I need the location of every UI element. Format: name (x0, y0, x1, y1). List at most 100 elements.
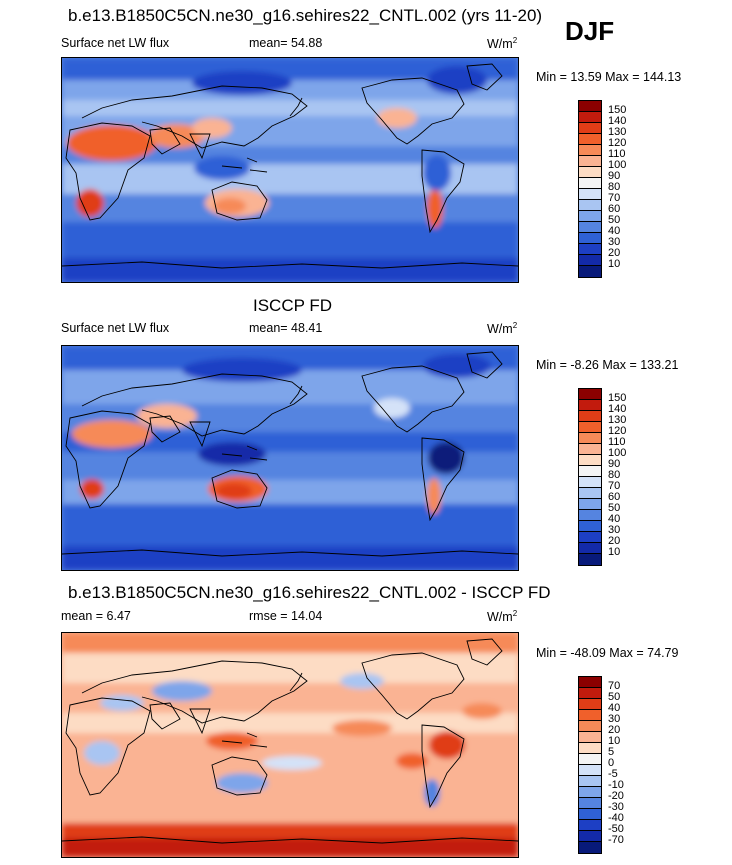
panel-1-colorbar (578, 100, 602, 278)
panel-2-cb-label: 80 (608, 469, 621, 481)
panel-1-cb-label: 10 (608, 258, 621, 270)
season-label: DJF (565, 16, 615, 46)
colorbar-swatch (579, 211, 601, 222)
panel-2-mean-label: mean= 48.41 (249, 321, 323, 335)
colorbar-swatch (579, 101, 601, 112)
colorbar-swatch (579, 554, 601, 565)
panel-3-cb-label: 10 (608, 735, 621, 747)
panel-2-map (61, 345, 519, 571)
colorbar-swatch (579, 400, 601, 411)
panel-1-cb-label: 30 (608, 236, 621, 248)
panel-2-cb-label: 60 (608, 491, 621, 503)
colorbar-swatch (579, 688, 601, 699)
panel-1-cb-label: 70 (608, 192, 621, 204)
panel-2-title: ISCCP FD (253, 296, 333, 315)
panel-3-colorbar (578, 676, 602, 854)
colorbar-swatch (579, 244, 601, 255)
colorbar-swatch (579, 422, 601, 433)
colorbar-swatch (579, 389, 601, 400)
colorbar-swatch (579, 178, 601, 189)
colorbar-swatch (579, 743, 601, 754)
colorbar-swatch (579, 444, 601, 455)
colorbar-swatch (579, 521, 601, 532)
colorbar-swatch (579, 787, 601, 798)
panel-1-cb-label: 100 (608, 159, 627, 171)
panel-3-map (61, 632, 519, 858)
panel-3-cb-label: 0 (608, 757, 615, 769)
panel-3-cb-label: -20 (608, 790, 624, 802)
colorbar-swatch (579, 112, 601, 123)
colorbar-swatch (579, 189, 601, 200)
colorbar-swatch (579, 466, 601, 477)
panel-3-mean-label: mean = 6.47 (61, 609, 131, 623)
panel-2-cb-label: 120 (608, 425, 627, 437)
panel-3-minmax: Min = -48.09 Max = 74.79 (536, 646, 679, 660)
colorbar-swatch (579, 477, 601, 488)
colorbar-swatch (579, 411, 601, 422)
panel-2-cb-label: 10 (608, 546, 621, 558)
colorbar-swatch (579, 167, 601, 178)
panel-2-minmax: Min = -8.26 Max = 133.21 (536, 358, 679, 372)
colorbar-swatch (579, 754, 601, 765)
colorbar-swatch (579, 200, 601, 211)
panel-1-cb-label: 40 (608, 225, 621, 237)
panel-1-cb-label: 130 (608, 126, 627, 138)
panel-1-cb-label: 20 (608, 247, 621, 259)
panel-3-cb-label: -40 (608, 812, 624, 824)
colorbar-swatch (579, 433, 601, 444)
panel-3-cb-label: 5 (608, 746, 615, 758)
colorbar-swatch (579, 488, 601, 499)
panel-1-cb-label: 140 (608, 115, 627, 127)
panel-3-cb-label: 40 (608, 702, 621, 714)
panel-1-mean-label: mean= 54.88 (249, 36, 323, 50)
panel-2-cb-label: 130 (608, 414, 627, 426)
colorbar-swatch (579, 123, 601, 134)
panel-3-rmse-label: rmse = 14.04 (249, 609, 323, 623)
colorbar-swatch (579, 765, 601, 776)
panel-3-cb-label: -10 (608, 779, 624, 791)
panel-1-map (61, 57, 519, 283)
colorbar-swatch (579, 455, 601, 466)
colorbar-swatch (579, 831, 601, 842)
colorbar-swatch (579, 145, 601, 156)
panel-1-cb-label: 120 (608, 137, 627, 149)
panel-3-cb-label: -70 (608, 834, 624, 846)
colorbar-swatch (579, 134, 601, 145)
panel-3-cb-label: -50 (608, 823, 624, 835)
colorbar-swatch (579, 510, 601, 521)
panel-2-cb-label: 70 (608, 480, 621, 492)
panel-2-cb-label: 50 (608, 502, 621, 514)
colorbar-swatch (579, 266, 601, 277)
panel-2-variable-label: Surface net LW flux (61, 321, 170, 335)
panel-1-cb-label: 90 (608, 170, 621, 182)
panel-2-cb-label: 150 (608, 392, 627, 404)
colorbar-swatch (579, 721, 601, 732)
panel-2-units: W/m2 (487, 321, 518, 337)
colorbar-swatch (579, 798, 601, 809)
colorbar-swatch (579, 543, 601, 554)
colorbar-swatch (579, 233, 601, 244)
panel-1-cb-label: 150 (608, 104, 627, 116)
panel-1-cb-label: 50 (608, 214, 621, 226)
panel-3-cb-label: -30 (608, 801, 624, 813)
panel-1-units: W/m2 (487, 36, 518, 52)
panel-3-cb-label: 70 (608, 680, 621, 692)
panel-1-cb-label: 60 (608, 203, 621, 215)
colorbar-swatch (579, 156, 601, 167)
panel-1-cb-label: 110 (608, 148, 626, 160)
colorbar-swatch (579, 732, 601, 743)
colorbar-swatch (579, 809, 601, 820)
panel-1-title: b.e13.B1850C5CN.ne30_g16.sehires22_CNTL.… (68, 6, 543, 25)
panel-1-minmax: Min = 13.59 Max = 144.13 (536, 70, 682, 84)
panel-2-cb-label: 90 (608, 458, 621, 470)
panel-3-cb-label: 50 (608, 691, 621, 703)
panel-2-colorbar (578, 388, 602, 566)
panel-1-variable-label: Surface net LW flux (61, 36, 170, 50)
panel-3-title: b.e13.B1850C5CN.ne30_g16.sehires22_CNTL.… (68, 583, 551, 602)
colorbar-swatch (579, 710, 601, 721)
panel-2-cb-label: 40 (608, 513, 621, 525)
colorbar-swatch (579, 699, 601, 710)
panel-1-cb-label: 80 (608, 181, 621, 193)
panel-2-cb-label: 100 (608, 447, 627, 459)
colorbar-swatch (579, 842, 601, 853)
